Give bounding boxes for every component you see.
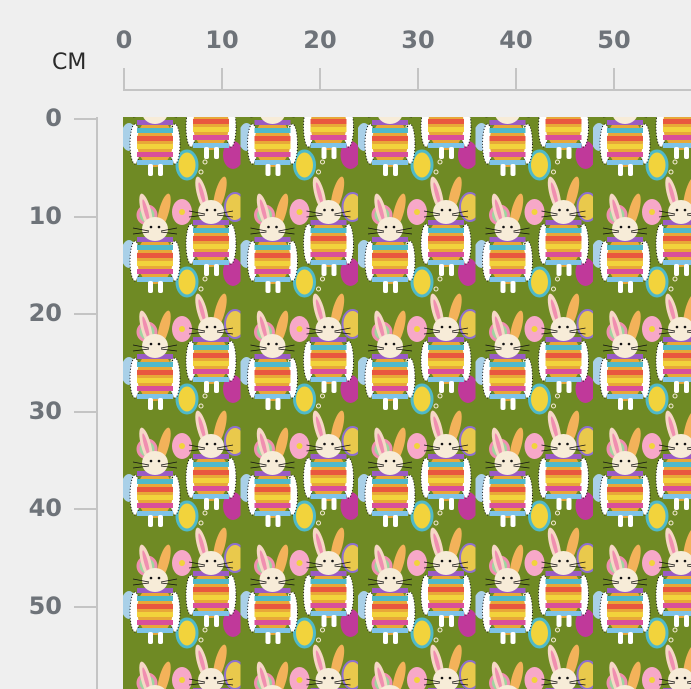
top-ruler-tick <box>515 68 517 90</box>
ruler-unit-label: CM <box>52 50 87 75</box>
left-ruler-label: 20 <box>28 299 62 327</box>
top-ruler-line <box>123 89 691 91</box>
fabric-preview <box>123 117 691 689</box>
left-ruler-tick <box>74 215 96 218</box>
top-ruler-label: 50 <box>597 26 631 54</box>
top-ruler-tick <box>613 68 615 90</box>
left-ruler-label: 40 <box>28 494 62 522</box>
top-ruler-label: 20 <box>303 26 337 54</box>
top-ruler-label: 10 <box>205 26 239 54</box>
top-ruler-label: 40 <box>499 26 533 54</box>
left-ruler-tick <box>74 508 96 510</box>
top-ruler-tick <box>319 68 321 90</box>
fabric-pattern <box>123 117 691 689</box>
left-ruler-tick <box>74 313 96 315</box>
left-ruler-label: 50 <box>28 591 62 620</box>
left-ruler-tick <box>74 605 96 608</box>
left-ruler-tick <box>74 118 96 120</box>
top-ruler-label: 0 <box>115 26 133 54</box>
left-ruler-label: 0 <box>45 104 62 132</box>
left-ruler-line <box>96 117 98 689</box>
top-ruler-tick <box>123 68 125 90</box>
left-ruler-label: 10 <box>28 201 62 230</box>
top-ruler-tick <box>417 68 419 90</box>
left-ruler-label: 30 <box>28 396 62 425</box>
top-ruler-label: 30 <box>401 26 435 54</box>
left-ruler-tick <box>74 410 96 413</box>
top-ruler-tick <box>221 68 223 90</box>
